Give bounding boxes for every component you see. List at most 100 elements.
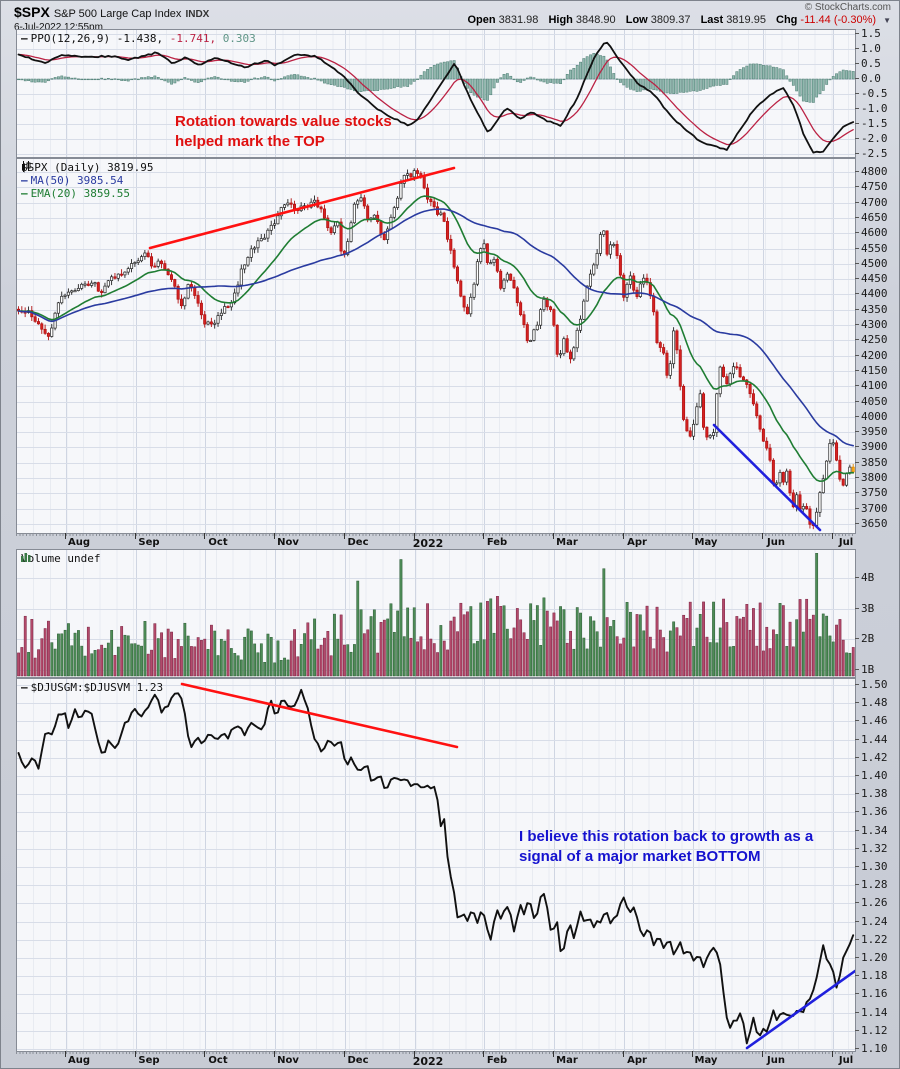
chg-label: Chg [776, 14, 798, 26]
month-label: Apr [627, 1055, 647, 1066]
month-label: May [694, 1055, 718, 1066]
histogram-icon [21, 553, 31, 562]
ma50-swatch: — [21, 174, 28, 187]
volume-legend-label: Volume undef [21, 552, 101, 565]
y-tick [855, 739, 859, 740]
open-label: Open [467, 14, 496, 26]
title-block: $SPX S&P 500 Large Cap Index INDX 6-Jul-20… [14, 2, 209, 33]
x-axis-bottom: Aug Sep Oct Nov Dec 2022 Feb Mar Apr May Jun Jul [16, 1051, 854, 1068]
y-tick-label: 3950 [861, 425, 888, 438]
y-tick [855, 848, 859, 849]
month-label: Nov [277, 1055, 299, 1066]
month-tick [65, 533, 66, 539]
y-tick [855, 355, 859, 356]
y-tick [855, 830, 859, 831]
y-tick [855, 186, 859, 187]
x-axis-main: Aug Sep Oct Nov Dec 2022 Feb Mar Apr May Jun Jul [16, 533, 854, 550]
y-tick-label: 1.20 [861, 951, 888, 964]
y-tick [855, 508, 859, 509]
y-tick-label: -0.5 [861, 87, 888, 100]
y-tick [855, 431, 859, 432]
y-tick-label: 4000 [861, 410, 888, 423]
ppo-swatch: — [21, 32, 28, 45]
y-tick [855, 446, 859, 447]
y-tick [855, 993, 859, 994]
y-tick [855, 702, 859, 703]
y-tick-label: 3750 [861, 486, 888, 499]
month-label: May [694, 537, 718, 548]
month-label: Jul [838, 537, 854, 548]
month-tick [274, 533, 275, 539]
ppo-indicator-panel: — PPO(12,26,9) -1.438, -1.741, 0.303 Rota… [16, 29, 856, 158]
y-tick-label: 3900 [861, 440, 888, 453]
y-axis-ratio: 1.50 1.48 1.46 1.44 1.42 1.40 1.38 1.36 1.34 1.32… [854, 678, 899, 1055]
y-tick-label: 1.10 [861, 1042, 888, 1055]
y-tick [855, 921, 859, 922]
y-tick-label: -1.0 [861, 102, 888, 115]
last-label: Last [700, 14, 724, 26]
y-tick-label: 1.18 [861, 969, 888, 982]
y-tick [855, 93, 859, 94]
month-label: Dec [347, 1055, 369, 1066]
last-value: 3819.95 [726, 14, 766, 26]
candlestick-icon [22, 161, 31, 172]
month-tick [762, 533, 763, 539]
y-tick [855, 793, 859, 794]
y-tick-label: 4350 [861, 303, 888, 316]
ppo-label-value: PPO(12,26,9) -1.438, [30, 32, 164, 45]
y-tick [855, 108, 859, 109]
price-legend-label: $SPX (Daily) 3819.95 [21, 161, 154, 174]
y-tick-label: 3650 [861, 517, 888, 530]
y-tick-label: 3850 [861, 456, 888, 469]
y-tick [855, 309, 859, 310]
y-axis-price: 4800 4750 4700 4650 4600 4550 4500 4450 4400 4350… [854, 158, 899, 532]
y-tick [855, 975, 859, 976]
chg-value: -11.44 (-0.30%) [800, 14, 877, 26]
high-value: 3848.90 [575, 14, 616, 26]
price-plot [17, 159, 855, 533]
y-tick [855, 757, 859, 758]
month-tick [344, 1051, 345, 1057]
month-tick [623, 1051, 624, 1057]
month-label: Aug [67, 537, 91, 548]
month-label: Jul [838, 1055, 854, 1066]
month-tick [483, 1051, 484, 1057]
month-tick [204, 533, 205, 539]
ratio-plot [17, 679, 855, 1051]
y-tick [855, 462, 859, 463]
y-tick-label: 1.36 [861, 805, 888, 818]
y-tick-label: 2B [861, 632, 875, 645]
y-tick [855, 1012, 859, 1013]
month-tick [553, 1051, 554, 1057]
y-tick-label: 4150 [861, 364, 888, 377]
y-tick [855, 278, 859, 279]
y-tick-label: 4650 [861, 211, 888, 224]
month-tick [135, 1051, 136, 1057]
y-tick [855, 416, 859, 417]
ratio-legend-label: $DJUSGM:$DJUSVM 1.23 [30, 681, 164, 694]
y-tick [855, 401, 859, 402]
chevron-down-icon[interactable]: ▼ [883, 16, 891, 25]
open-value: 3831.98 [498, 14, 539, 26]
chart-datetime: 6-Jul-2022 12:55pm [14, 22, 103, 33]
y-tick-label: 1.44 [861, 733, 888, 746]
y-tick-label: 1.40 [861, 769, 888, 782]
y-tick [855, 939, 859, 940]
y-tick-label: 1.24 [861, 915, 888, 928]
month-label: 2022 [412, 1055, 444, 1068]
y-tick [855, 385, 859, 386]
month-label: Sep [138, 1055, 160, 1066]
ohlc-quote: Open 3831.98 High 3848.90 Low 3809.37 Last 3… [461, 14, 892, 26]
y-tick-label: 4B [861, 571, 875, 584]
y-tick [855, 477, 859, 478]
month-tick [204, 1051, 205, 1057]
y-tick-label: 3B [861, 602, 875, 615]
y-tick [855, 217, 859, 218]
month-label: Jun [767, 537, 785, 548]
ppo-legend: — PPO(12,26,9) -1.438, -1.741, 0.303 [21, 32, 256, 45]
low-value: 3809.37 [650, 14, 691, 26]
month-label: Jun [767, 1055, 785, 1066]
ratio-legend: — $DJUSGM:$DJUSVM 1.23 [21, 681, 163, 694]
y-tick-label: 4250 [861, 333, 888, 346]
